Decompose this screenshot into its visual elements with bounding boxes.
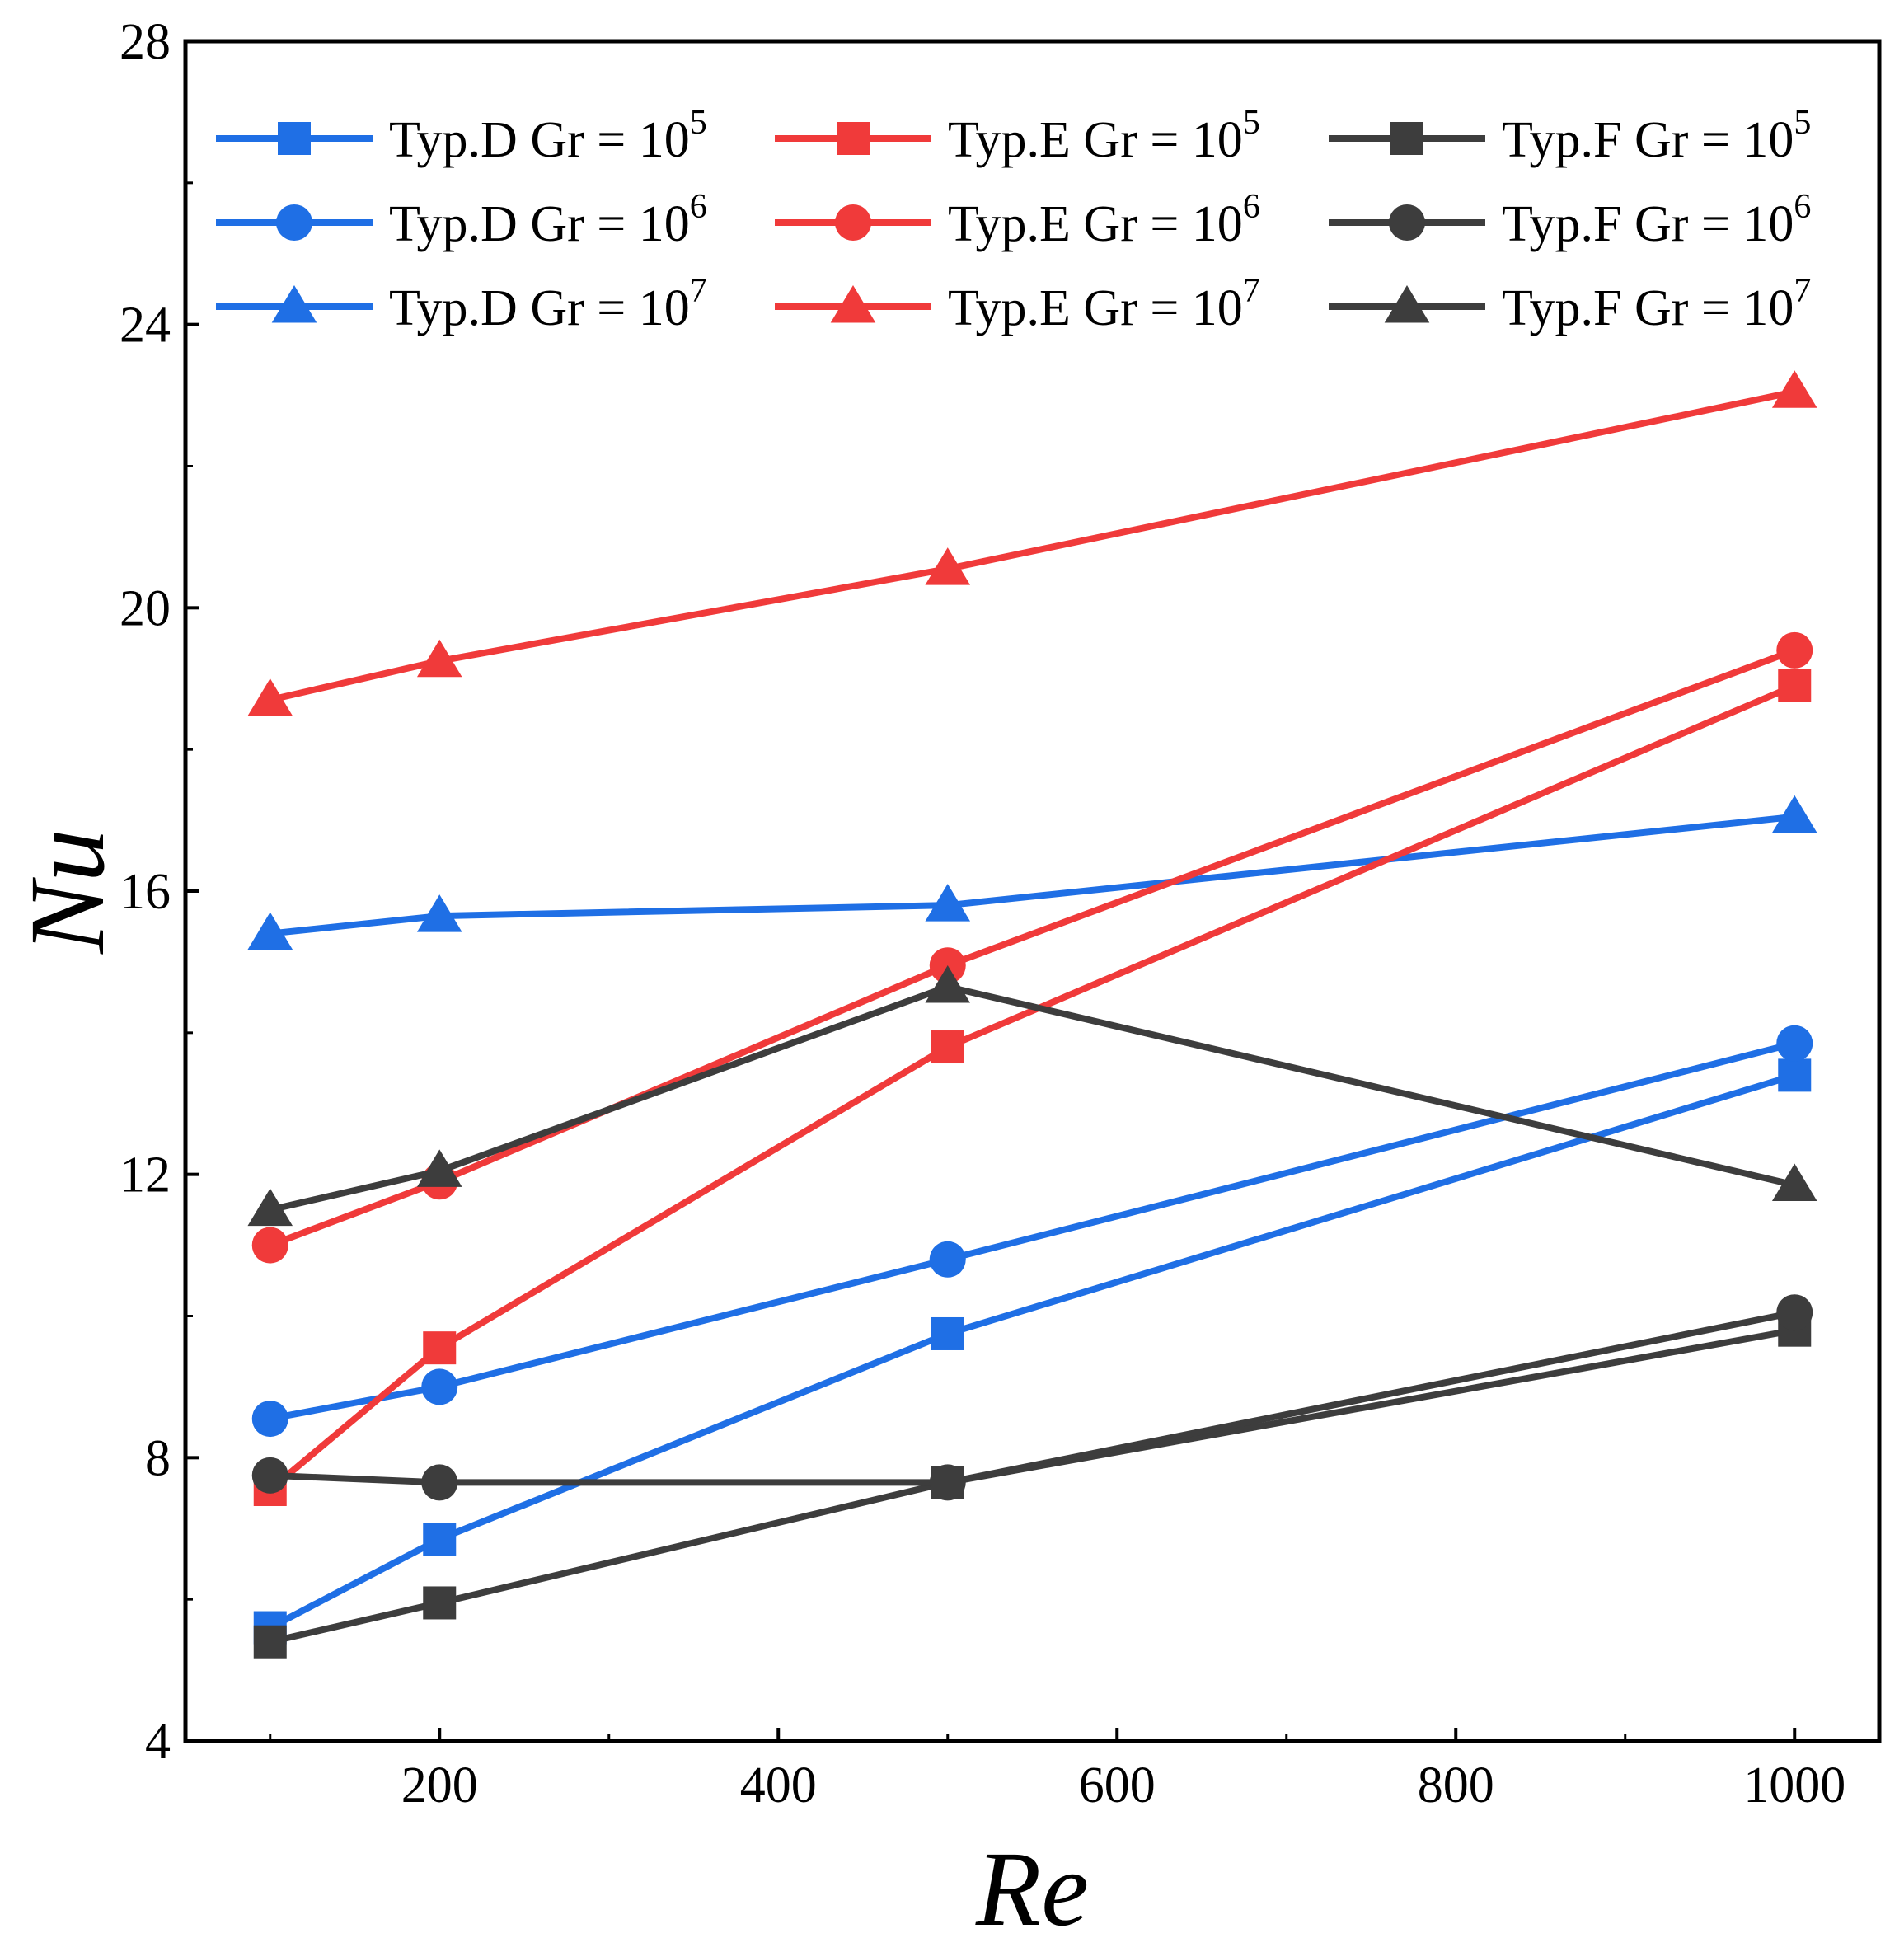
- legend-entry: Typ.F Gr = 106: [1329, 188, 1811, 252]
- data-point-square: [1778, 669, 1812, 702]
- legend-label: Typ.F Gr = 105: [1502, 104, 1811, 168]
- y-tick-label: 8: [145, 1430, 171, 1486]
- series-line: [269, 1326, 1795, 1645]
- data-point-circle: [1776, 1294, 1813, 1331]
- legend-marker-circle: [835, 204, 871, 241]
- series-layer: [247, 370, 1817, 1659]
- data-point-circle: [929, 1241, 966, 1278]
- x-tick-label: 800: [1418, 1757, 1494, 1814]
- legend-entry: Typ.D Gr = 105: [216, 104, 707, 168]
- data-point-triangle: [247, 678, 293, 716]
- y-tick-label: 12: [120, 1147, 171, 1204]
- data-point-square: [253, 1625, 287, 1659]
- data-point-square: [423, 1331, 457, 1365]
- series-3: [247, 795, 1817, 950]
- y-tick-label: 16: [120, 864, 171, 920]
- data-point-circle: [251, 1457, 288, 1494]
- data-point-triangle: [416, 894, 462, 932]
- data-point-triangle: [925, 547, 971, 585]
- data-point-triangle: [416, 1149, 462, 1187]
- legend-marker-circle: [276, 204, 312, 241]
- data-point-circle: [1776, 1025, 1813, 1062]
- data-point-circle: [929, 1464, 966, 1501]
- y-tick-label: 28: [120, 14, 171, 70]
- x-tick-label: 200: [401, 1757, 478, 1814]
- legend-entry: Typ.F Gr = 107: [1329, 272, 1811, 336]
- legend: Typ.D Gr = 105 Typ.D Gr = 106 Typ.D Gr = 1…: [216, 104, 1811, 336]
- legend-marker-triangle: [830, 285, 876, 323]
- x-tick-label: 600: [1079, 1757, 1156, 1814]
- legend-label: Typ.E Gr = 106: [948, 188, 1260, 252]
- legend-label: Typ.D Gr = 106: [389, 188, 707, 252]
- legend-marker-triangle: [1384, 285, 1430, 323]
- series-line: [270, 1039, 1796, 1423]
- legend-entry: Typ.D Gr = 107: [216, 272, 707, 336]
- data-point-triangle: [247, 912, 293, 950]
- data-point-triangle: [925, 884, 971, 922]
- data-point-square: [423, 1523, 457, 1556]
- legend-marker-square: [1390, 122, 1423, 155]
- data-point-circle: [251, 1401, 288, 1438]
- legend-entry: Typ.E Gr = 105: [775, 104, 1260, 168]
- data-point-triangle: [247, 1188, 293, 1227]
- data-point-triangle: [1771, 370, 1817, 408]
- data-point-square: [931, 1316, 964, 1350]
- series-9: [247, 964, 1817, 1227]
- legend-entry: Typ.E Gr = 107: [775, 272, 1260, 336]
- series-line: [270, 1309, 1796, 1486]
- y-tick-label: 20: [120, 580, 171, 636]
- y-tick-label: 4: [145, 1714, 171, 1770]
- data-point-triangle: [1771, 795, 1817, 833]
- legend-label: Typ.D Gr = 107: [389, 272, 707, 336]
- legend-entry: Typ.E Gr = 106: [775, 188, 1260, 252]
- series-8: [251, 1294, 1813, 1501]
- series-2: [251, 1025, 1813, 1438]
- data-point-triangle: [925, 964, 971, 1003]
- series-line: [268, 1072, 1796, 1631]
- legend-label: Typ.F Gr = 106: [1502, 188, 1811, 252]
- legend-label: Typ.F Gr = 107: [1502, 272, 1811, 336]
- data-point-circle: [421, 1368, 458, 1405]
- series-line: [270, 813, 1795, 937]
- data-point-square: [931, 1030, 964, 1064]
- x-tick-label: 1000: [1743, 1757, 1845, 1814]
- x-axis-title: Re: [975, 1830, 1089, 1949]
- legend-label: Typ.D Gr = 105: [389, 104, 707, 168]
- y-tick-label: 24: [120, 298, 171, 354]
- axis-ticks: 200 400 600 800 1000 4 8 12 16 20 24 28: [120, 14, 1845, 1814]
- y-axis-title: Nu: [8, 828, 127, 955]
- data-point-square: [1778, 1058, 1812, 1092]
- legend-entry: Typ.F Gr = 105: [1329, 104, 1811, 168]
- x-tick-label: 400: [740, 1757, 817, 1814]
- legend-marker-square: [837, 122, 870, 155]
- data-point-circle: [421, 1464, 458, 1501]
- series-line: [269, 647, 1796, 1249]
- data-point-triangle: [416, 639, 462, 678]
- data-point-circle: [251, 1227, 288, 1264]
- series-line: [268, 683, 1796, 1493]
- legend-marker-square: [278, 122, 311, 155]
- series-1: [253, 1058, 1812, 1645]
- series-line: [269, 983, 1796, 1213]
- legend-label: Typ.E Gr = 107: [948, 272, 1260, 336]
- legend-marker-triangle: [271, 285, 317, 323]
- data-point-circle: [1776, 631, 1813, 669]
- data-point-triangle: [1771, 1163, 1817, 1202]
- data-point-square: [423, 1586, 457, 1620]
- legend-label: Typ.E Gr = 105: [948, 104, 1260, 168]
- series-line: [269, 388, 1796, 703]
- series-6: [247, 370, 1817, 716]
- legend-entry: Typ.D Gr = 106: [216, 188, 707, 252]
- legend-marker-circle: [1389, 204, 1425, 241]
